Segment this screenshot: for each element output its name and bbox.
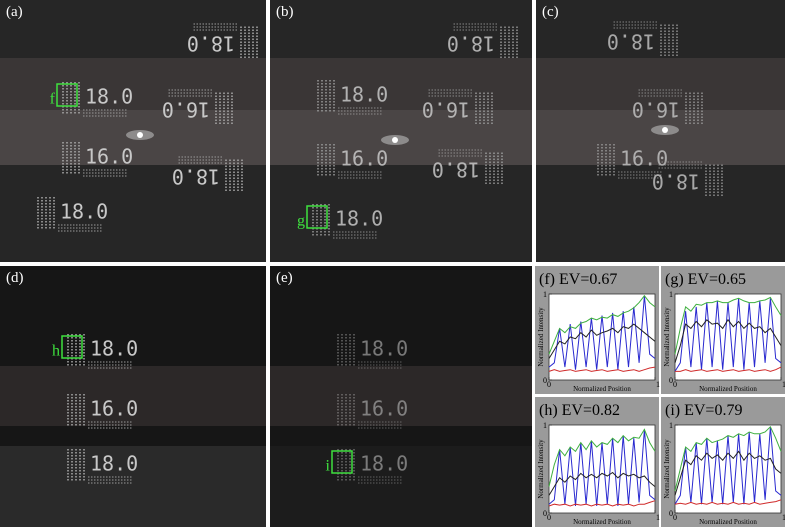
target-label: 18.0	[360, 452, 408, 476]
line-plot: (f) EV=0.670101Normalized PositionNormal…	[535, 266, 660, 394]
target-label: 16.0	[162, 98, 210, 122]
roi-label: i	[326, 458, 331, 475]
y-axis-label: Normalized Intensity	[663, 307, 671, 367]
y-tick-label: 1	[669, 421, 673, 430]
target-label: 18.0	[172, 165, 220, 189]
x-axis-label: Normalized Position	[573, 385, 631, 393]
figure: 18.0f16.018.018.016.018.0(a)18.018.0g16.…	[0, 0, 785, 527]
target-label: 18.0	[607, 30, 655, 54]
panel-label: (e)	[276, 270, 293, 286]
target-label: 18.0	[340, 83, 388, 107]
target-label: 16.0	[360, 397, 408, 421]
panel-label: (d)	[6, 270, 24, 286]
speckle-core	[392, 137, 398, 143]
target-label: 18.0	[360, 337, 408, 361]
x-tick-label: 1	[656, 380, 660, 389]
x-axis-label: Normalized Position	[573, 518, 631, 526]
plot-title: (g) EV=0.65	[665, 271, 746, 288]
target-label: 18.0	[447, 32, 495, 56]
x-tick-label: 0	[673, 513, 677, 522]
image-panel: 18.0 h 16.0 18.0 (d)	[0, 266, 266, 527]
roi-label: h	[52, 343, 60, 360]
image-panel: 18.016.016.018.0(c)	[536, 0, 785, 262]
panel-label: (b)	[276, 4, 294, 20]
panel-label: (c)	[542, 4, 559, 20]
target-label: 18.0	[187, 32, 235, 56]
target-label: 18.0	[90, 337, 138, 361]
y-axis-label: Normalized Intensity	[537, 307, 545, 367]
speckle-core	[137, 132, 143, 138]
image-panel: 18.0 f 16.0 18.0 18.0 16.0 18.0 (a)	[0, 0, 266, 262]
plot-title: (f) EV=0.67	[539, 271, 617, 288]
roi-label: g	[297, 213, 305, 230]
speckle-core	[662, 127, 668, 133]
target-label: 18.0	[60, 200, 108, 224]
line-plot: (i) EV=0.790101Normalized PositionNormal…	[661, 397, 785, 527]
target-label: 18.0	[432, 158, 480, 182]
y-tick-label: 1	[543, 290, 547, 299]
y-axis-label: Normalized Intensity	[537, 439, 545, 499]
x-tick-label: 0	[673, 380, 677, 389]
y-axis-label: Normalized Intensity	[663, 439, 671, 499]
roi-label: f	[50, 91, 56, 108]
plot-title: (i) EV=0.79	[665, 402, 742, 419]
target-label: 16.0	[340, 147, 388, 171]
x-tick-label: 0	[547, 380, 551, 389]
x-tick-label: 1	[656, 513, 660, 522]
x-axis-label: Normalized Position	[699, 518, 757, 526]
target-label: 16.0	[85, 145, 133, 169]
image-panel: 18.0 16.0 18.0 i (e)	[270, 266, 532, 527]
target-label: 18.0	[335, 207, 383, 231]
target-label: 16.0	[632, 98, 680, 122]
y-tick-label: 1	[543, 421, 547, 430]
target-label: 18.0	[90, 452, 138, 476]
target-label: 16.0	[620, 147, 668, 171]
image-panel: 18.0 18.0 g 16.0 18.0 16.0 18.0 (b)	[270, 0, 532, 262]
panel-label: (a)	[6, 4, 23, 20]
plot-title: (h) EV=0.82	[539, 402, 620, 419]
target-label: 16.0	[422, 98, 470, 122]
x-tick-label: 0	[547, 513, 551, 522]
target-label: 18.0	[85, 85, 133, 109]
x-axis-label: Normalized Position	[699, 385, 757, 393]
target-label: 18.0	[652, 170, 700, 194]
target-label: 16.0	[90, 397, 138, 421]
y-tick-label: 1	[669, 290, 673, 299]
